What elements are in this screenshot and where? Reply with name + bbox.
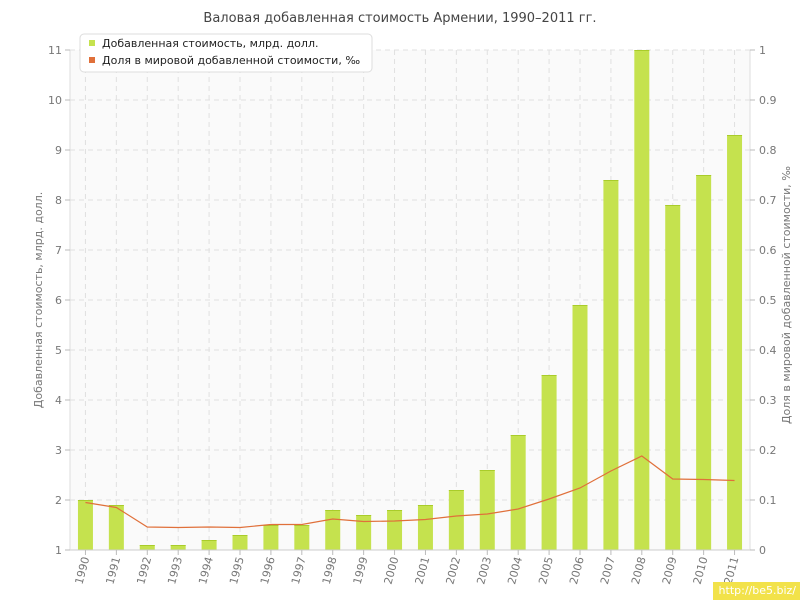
tick-label-left: 3 xyxy=(55,444,62,457)
y-axis-left-label: Добавленная стоимость, млрд. долл. xyxy=(32,192,45,408)
chart-title: Валовая добавленная стоимость Армении, 1… xyxy=(203,11,596,26)
bar-1998 xyxy=(325,510,341,550)
bar-2008 xyxy=(634,50,650,550)
share-line xyxy=(85,455,735,529)
bar-1999 xyxy=(356,515,372,550)
bar-1993 xyxy=(170,545,186,550)
tick-label-x: 2010 xyxy=(691,555,711,585)
bar-2011 xyxy=(727,135,743,550)
legend-label-line: Доля в мировой добавленной стоимости, ‰ xyxy=(102,54,360,67)
legend: Добавленная стоимость, млрд. долл. Доля … xyxy=(79,33,373,73)
tick-label-right: 1 xyxy=(759,44,766,57)
line-share-series xyxy=(85,455,735,529)
tick-label-x: 2009 xyxy=(660,555,680,585)
tick-label-x: 1995 xyxy=(227,555,247,585)
bar-1991 xyxy=(108,505,124,550)
tick-label-x: 2000 xyxy=(382,555,402,585)
tick-label-right: 0.5 xyxy=(759,294,777,307)
bars xyxy=(77,50,743,550)
y-axis-right-label: Доля в мировой добавленной стоимости, ‰ xyxy=(780,166,793,424)
bar-1997 xyxy=(294,525,310,550)
bar-1996 xyxy=(263,525,279,550)
tick-label-left: 1 xyxy=(55,544,62,557)
tick-label-x: 2008 xyxy=(629,555,649,585)
axes: 1 2 3 4 5 6 7 8 9 10 11 0 0.1 0.2 0.3 0.4 0.5 0.6 0.7 0.8 0.… xyxy=(48,44,777,586)
tick-label-x: 2007 xyxy=(598,555,618,585)
tick-label-x: 1998 xyxy=(320,555,340,585)
tick-label-right: 0.7 xyxy=(759,194,777,207)
tick-label-x: 2001 xyxy=(413,555,433,585)
tick-label-x: 2004 xyxy=(505,555,525,585)
tick-label-x: 1996 xyxy=(258,555,278,585)
tick-label-left: 6 xyxy=(55,294,62,307)
tick-label-right: 0 xyxy=(759,544,766,557)
tick-label-left: 7 xyxy=(55,244,62,257)
tick-label-x: 2005 xyxy=(536,555,556,585)
legend-label-bars: Добавленная стоимость, млрд. долл. xyxy=(102,37,318,50)
tick-label-x: 2006 xyxy=(567,555,587,585)
tick-label-left: 11 xyxy=(48,44,62,57)
watermark[interactable]: http://be5.biz/ xyxy=(712,582,800,600)
bar-2000 xyxy=(387,510,403,550)
legend-marker-line xyxy=(89,57,95,63)
bar-2004 xyxy=(510,435,526,550)
legend-marker-bars xyxy=(89,40,95,46)
tick-label-x: 1992 xyxy=(134,555,154,585)
bar-1994 xyxy=(201,540,217,550)
tick-label-x: 2003 xyxy=(474,555,494,585)
bar-2006 xyxy=(572,305,588,550)
tick-label-right: 0.9 xyxy=(759,94,777,107)
tick-label-left: 2 xyxy=(55,494,62,507)
tick-label-right: 0.2 xyxy=(759,444,777,457)
tick-label-x: 1991 xyxy=(103,555,123,585)
tick-label-x: 1990 xyxy=(73,555,93,585)
tick-label-left: 9 xyxy=(55,144,62,157)
tick-label-x: 2002 xyxy=(443,555,463,585)
bar-1990 xyxy=(77,500,93,550)
legend-box xyxy=(79,33,373,73)
tick-label-x: 1997 xyxy=(289,555,309,585)
tick-label-left: 5 xyxy=(55,344,62,357)
tick-label-right: 0.4 xyxy=(759,344,777,357)
bar-2010 xyxy=(696,175,712,550)
tick-label-right: 0.3 xyxy=(759,394,777,407)
tick-label-left: 4 xyxy=(55,394,62,407)
tick-label-x: 1994 xyxy=(196,555,216,585)
bar-2005 xyxy=(541,375,557,550)
bar-2001 xyxy=(417,505,433,550)
tick-label-x: 1999 xyxy=(351,555,371,585)
bar-1995 xyxy=(232,535,248,550)
bar-2007 xyxy=(603,180,619,550)
bar-2002 xyxy=(448,490,464,550)
bar-1992 xyxy=(139,545,155,550)
bar-2003 xyxy=(479,470,495,550)
tick-label-right: 0.6 xyxy=(759,244,777,257)
tick-label-left: 8 xyxy=(55,194,62,207)
tick-label-right: 0.1 xyxy=(759,494,777,507)
tick-label-right: 0.8 xyxy=(759,144,777,157)
bar-2009 xyxy=(665,205,681,550)
tick-label-x: 1993 xyxy=(165,555,185,585)
tick-label-left: 10 xyxy=(48,94,62,107)
